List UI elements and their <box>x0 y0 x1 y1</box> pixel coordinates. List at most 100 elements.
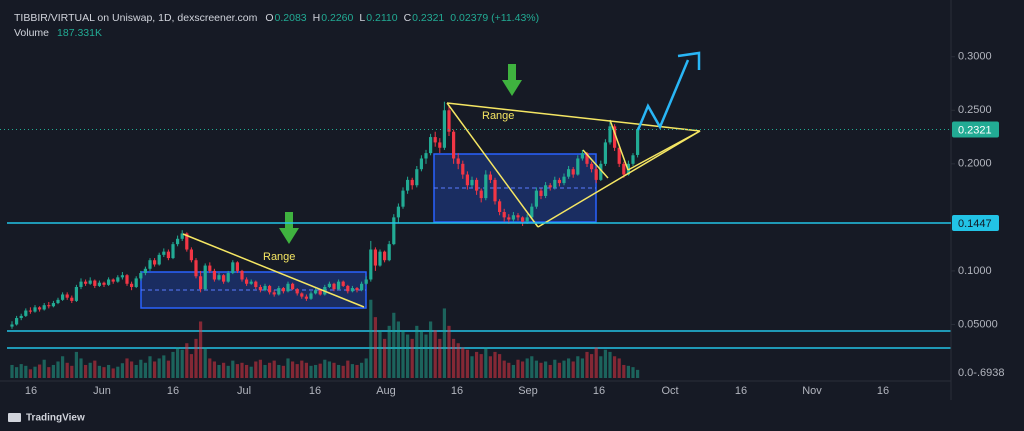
volume-bar <box>544 361 548 378</box>
volume-bar <box>396 321 400 378</box>
volume-bar <box>626 365 630 378</box>
candle-body <box>590 163 594 170</box>
volume-bar <box>74 351 78 378</box>
candle-body <box>309 293 313 299</box>
candle-body <box>304 296 308 299</box>
candle-body <box>571 169 575 175</box>
candle-body <box>548 185 552 188</box>
candle-body <box>318 290 322 295</box>
ohlc: O0.2083 H0.2260 L0.2110 C0.2321 <box>265 12 450 24</box>
volume-bar <box>392 312 396 378</box>
volume-bar <box>38 364 42 378</box>
volume-bar <box>516 359 520 378</box>
candle-body <box>622 163 626 175</box>
candle-body <box>65 294 69 298</box>
candle-body <box>373 249 377 266</box>
candle-body <box>185 233 189 250</box>
field-key: C <box>403 12 412 24</box>
candle-body <box>636 129 640 155</box>
candle-body <box>498 201 502 213</box>
x-tick-label: 16 <box>877 385 889 397</box>
volume-bar <box>130 361 134 378</box>
volume-bar <box>332 362 336 378</box>
marks <box>10 101 640 378</box>
x-tick-label: 16 <box>735 385 747 397</box>
volume-bar <box>447 325 451 378</box>
candle-body <box>511 215 515 220</box>
y-tick-label: 0.3000 <box>958 51 992 63</box>
candle-body <box>28 310 32 312</box>
candle-body <box>176 238 180 245</box>
volume-bar <box>300 360 304 378</box>
x-tick-label: Sep <box>518 385 538 397</box>
volume-bar <box>208 358 212 378</box>
volume-bar <box>318 363 322 378</box>
volume-bar <box>107 364 111 378</box>
volume-bar <box>180 349 184 378</box>
volume-bar <box>148 356 152 378</box>
volume-bar <box>157 358 161 378</box>
candle-body <box>465 174 469 186</box>
volume-label: Volume <box>14 27 50 39</box>
candle-body <box>631 155 635 164</box>
trend-line <box>537 130 701 228</box>
volume-bar <box>189 354 193 378</box>
candle-body <box>134 278 138 287</box>
candle-body <box>488 174 492 180</box>
volume-bar <box>10 364 14 378</box>
volume-bar <box>212 361 216 378</box>
volume-bar <box>580 358 584 378</box>
candle-body <box>272 292 276 295</box>
x-tick-label: Nov <box>802 385 822 397</box>
volume-bar <box>263 364 267 378</box>
volume-bar <box>507 362 511 378</box>
volume-bar <box>249 366 253 378</box>
legend-row: Volume 187.331K <box>14 26 545 41</box>
volume-bar <box>424 334 428 378</box>
volume-bar <box>65 362 69 378</box>
candle-body <box>429 137 433 154</box>
field-key: L <box>359 12 366 24</box>
volume-bar <box>530 356 534 378</box>
candle-body <box>516 215 520 218</box>
candle-body <box>364 279 368 284</box>
x-tick-label: 16 <box>309 385 321 397</box>
candle-body <box>617 147 621 164</box>
volume-bar <box>360 362 364 378</box>
candle-body <box>79 281 83 287</box>
candle-body <box>396 206 400 218</box>
field-value: 0.2083 <box>274 12 307 24</box>
candle-body <box>226 273 230 282</box>
candle-body <box>419 158 423 170</box>
candle-body <box>534 190 538 207</box>
candle-body <box>438 142 442 148</box>
volume-bar <box>15 367 19 378</box>
candle-body <box>61 294 65 300</box>
candle-body <box>410 179 414 186</box>
volume-bar <box>47 367 51 378</box>
volume-bar <box>245 364 249 378</box>
candle-body <box>291 283 295 290</box>
candle-body <box>286 283 290 292</box>
volume-bar <box>185 343 189 378</box>
candle-body <box>424 153 428 159</box>
volume-bar <box>567 358 571 378</box>
volume-value: 187.331K <box>57 27 102 39</box>
volume-bar <box>406 334 410 378</box>
candle-body <box>116 277 120 282</box>
candle-body <box>608 126 612 143</box>
candle-body <box>268 285 272 293</box>
field-key: H <box>312 12 321 24</box>
candle-body <box>415 169 419 186</box>
y-tick-label: 0.2000 <box>958 158 992 170</box>
field-value: 0.2260 <box>321 12 354 24</box>
volume-bar <box>419 330 423 378</box>
volume-bar <box>254 361 258 378</box>
volume-bar <box>341 365 345 378</box>
candle-body <box>369 249 373 280</box>
annotation-text: Range <box>482 110 514 122</box>
volume-bar <box>134 364 138 378</box>
volume-bar <box>346 360 350 378</box>
volume-bar <box>291 361 295 378</box>
